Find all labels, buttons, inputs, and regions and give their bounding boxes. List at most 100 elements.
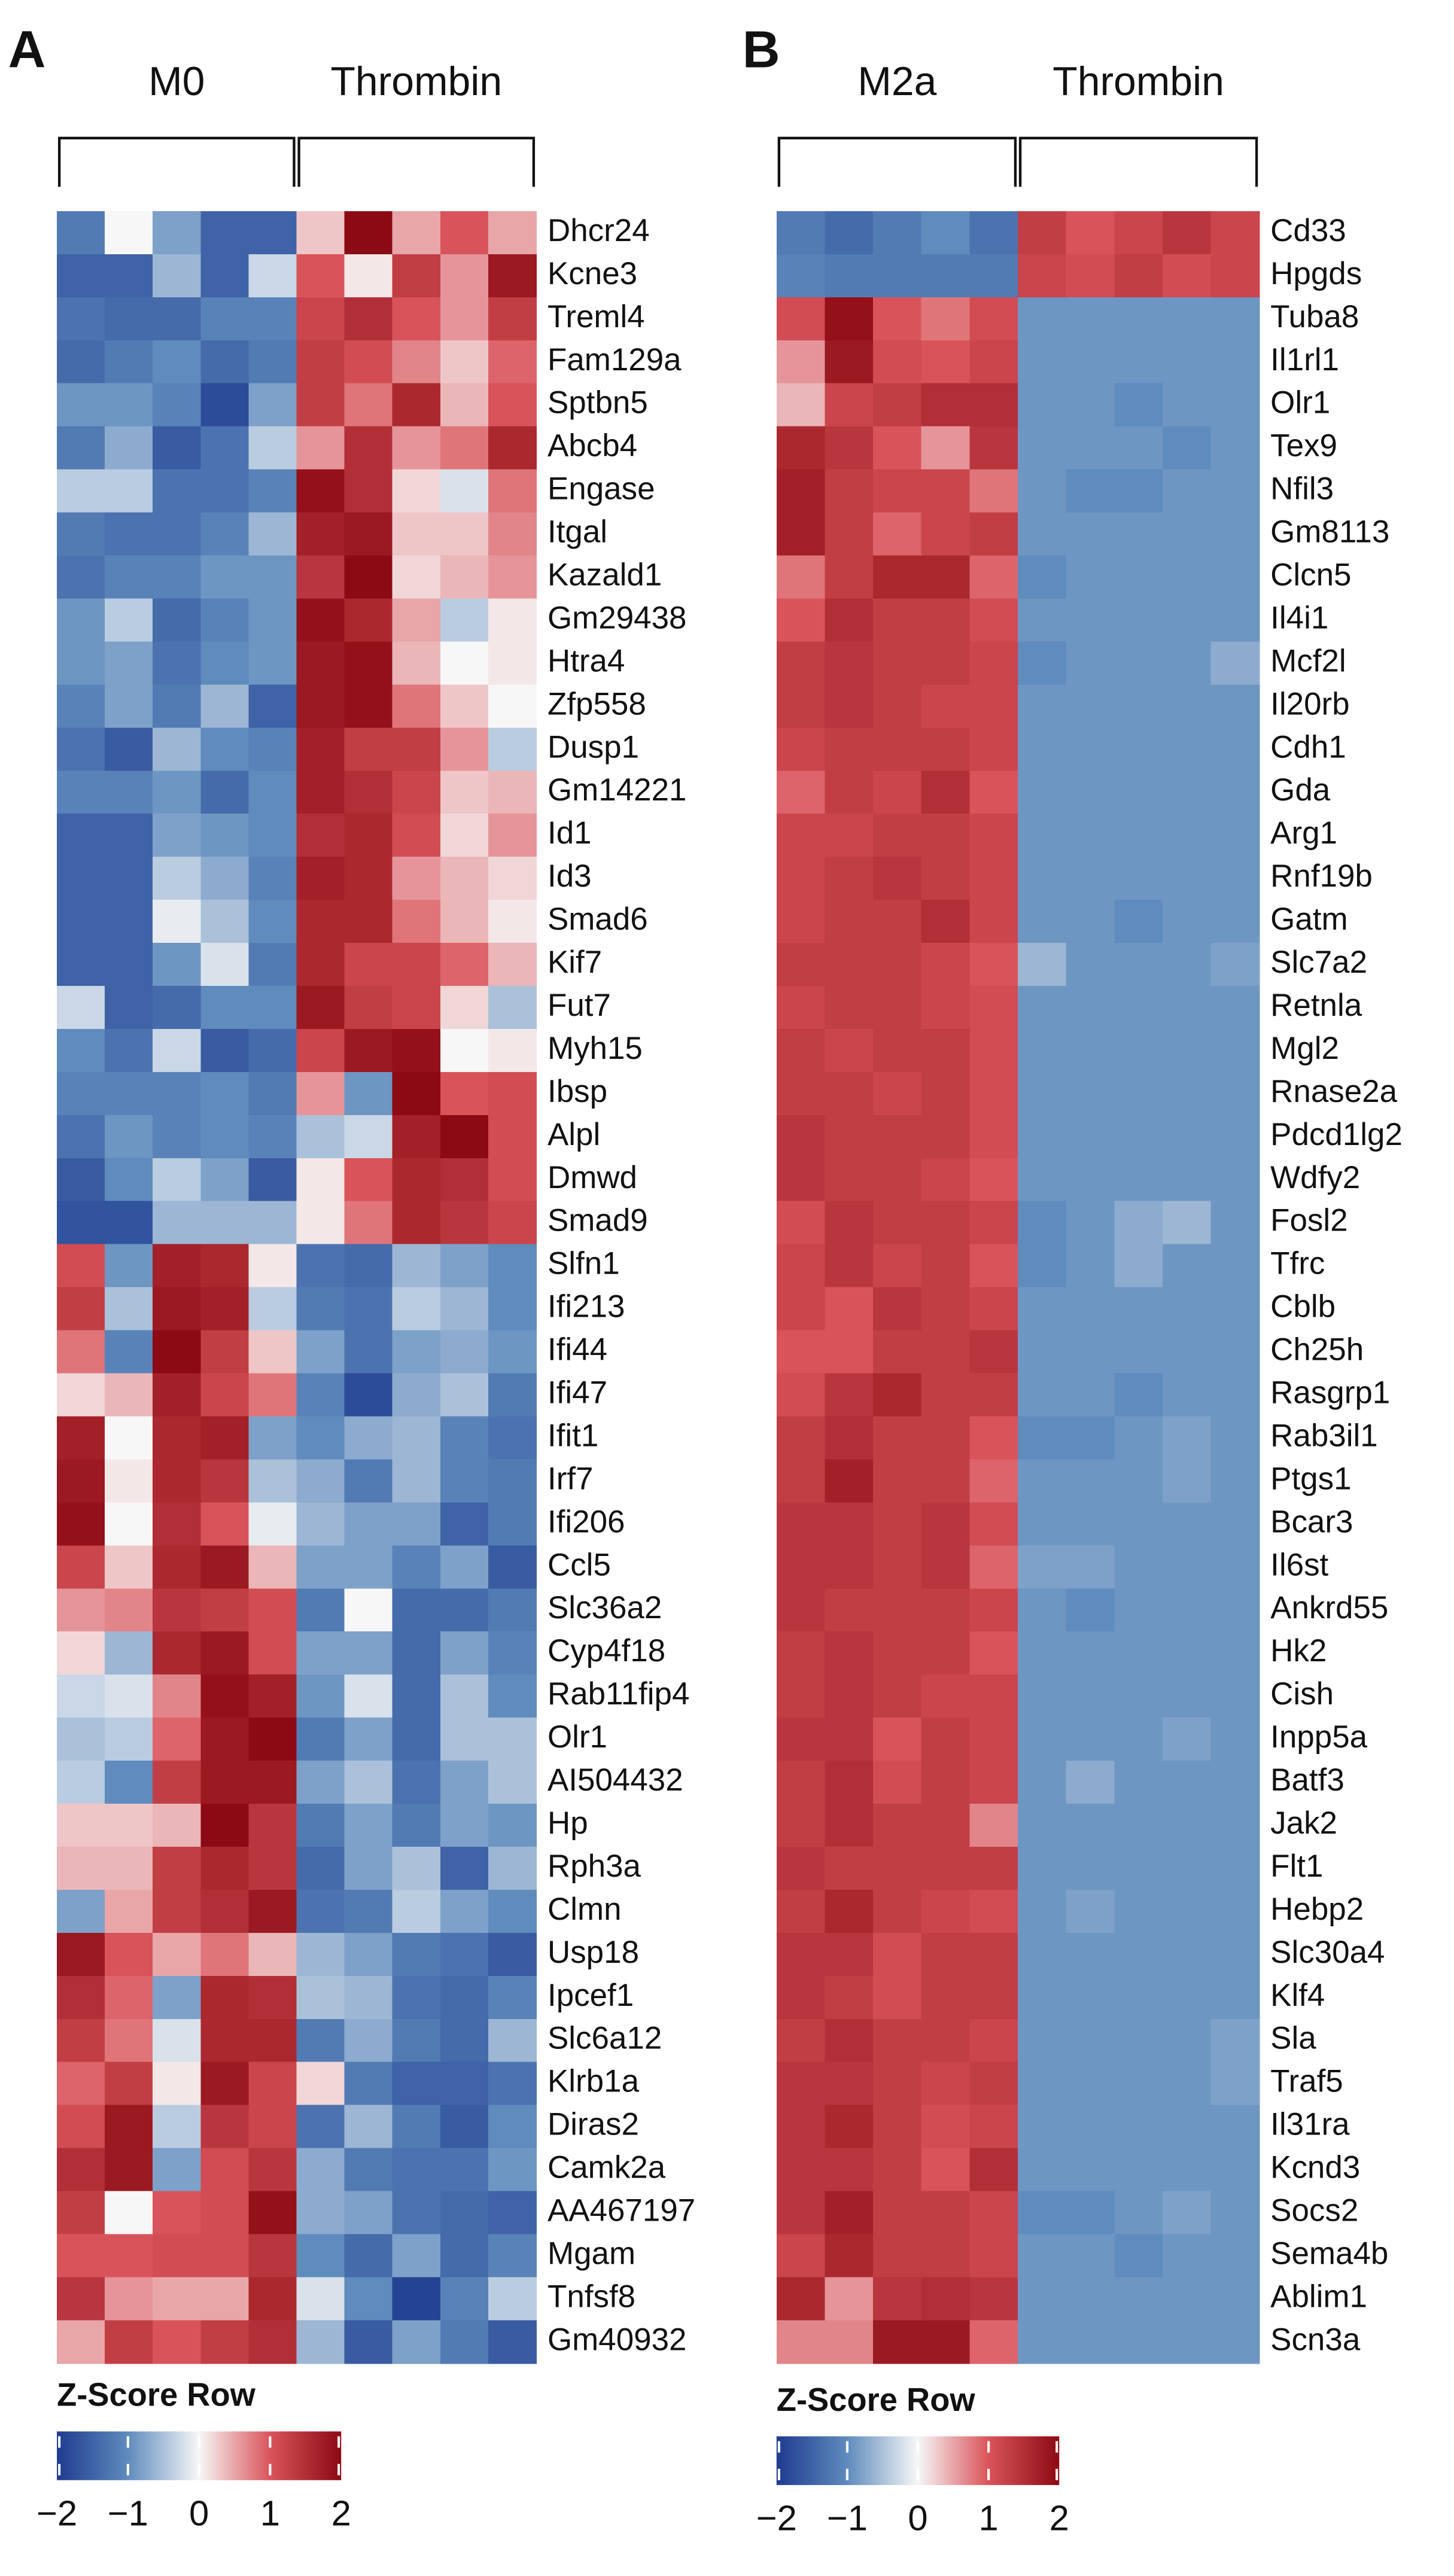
heatmap-cell — [873, 943, 922, 987]
heatmap-cell — [1114, 1201, 1163, 1245]
heatmap-cell — [1210, 1158, 1260, 1202]
heatmap-cell — [1210, 1588, 1260, 1633]
heatmap-cell — [153, 2018, 202, 2063]
heatmap-cell — [873, 383, 922, 427]
heatmap-cell — [57, 2105, 106, 2149]
heatmap-cell — [825, 1028, 874, 1073]
heatmap-cell — [57, 641, 106, 686]
heatmap-cell — [1114, 1846, 1163, 1890]
heatmap-cell — [488, 727, 537, 772]
heatmap-cell — [969, 943, 1019, 987]
heatmap-cell — [1210, 1287, 1260, 1331]
heatmap-cell — [153, 771, 202, 815]
heatmap-cell — [200, 1071, 250, 1116]
heatmap-cell — [1066, 771, 1115, 815]
row-label: Kif7 — [547, 945, 602, 980]
heatmap-cell — [153, 1287, 202, 1331]
heatmap-cell — [1017, 1846, 1067, 1890]
heatmap-cell — [825, 771, 874, 815]
heatmap-cell — [825, 857, 874, 901]
panel-title: B — [743, 21, 780, 79]
heatmap-cell — [921, 986, 971, 1030]
heatmap-cell — [296, 2320, 345, 2364]
heatmap-cell — [1066, 1502, 1115, 1546]
heatmap-cell — [776, 857, 826, 901]
heatmap-cell — [969, 340, 1019, 384]
row-label: Rnf19b — [1270, 858, 1373, 894]
heatmap-cell — [873, 2105, 922, 2149]
heatmap-cell — [873, 1373, 922, 1417]
heatmap-cell — [1114, 1631, 1163, 1676]
heatmap-cell — [1066, 469, 1115, 513]
heatmap-cell — [248, 598, 297, 643]
heatmap-cell — [200, 1502, 250, 1546]
row-label: Id1 — [547, 815, 592, 851]
heatmap-cell — [921, 1244, 971, 1288]
heatmap-cell — [440, 684, 489, 729]
heatmap-cell — [921, 2320, 971, 2364]
heatmap-cell — [1162, 1502, 1212, 1546]
heatmap-cell — [1114, 1416, 1163, 1460]
heatmap-cell — [440, 1502, 489, 1546]
heatmap-cell — [921, 2105, 971, 2149]
heatmap-cell — [440, 1071, 489, 1116]
heatmap-cell — [873, 1975, 922, 2020]
heatmap-cell — [1162, 1631, 1212, 1676]
row-label: Klrb1a — [547, 2064, 640, 2099]
heatmap-cell — [440, 1674, 489, 1719]
heatmap-cell — [825, 727, 874, 772]
heatmap-cell — [488, 1502, 537, 1546]
heatmap-cell — [1162, 1932, 1212, 1977]
heatmap-cell — [776, 814, 826, 858]
heatmap-cell — [57, 555, 106, 599]
heatmap-cell — [1162, 1545, 1212, 1590]
heatmap-cell — [1017, 1330, 1067, 1374]
heatmap-cell — [1017, 383, 1067, 427]
heatmap-cell — [1210, 211, 1260, 255]
heatmap-cell — [969, 1201, 1019, 1245]
heatmap-cell — [1162, 1459, 1212, 1503]
heatmap-cell — [105, 426, 154, 470]
heatmap-cell — [105, 254, 154, 298]
heatmap-cell — [488, 1932, 537, 1977]
heatmap-cell — [440, 1846, 489, 1890]
heatmap-cell — [873, 1889, 922, 1933]
heatmap-cell — [153, 814, 202, 858]
heatmap-cell — [248, 1545, 297, 1590]
heatmap-cell — [488, 2062, 537, 2106]
heatmap-cell — [248, 1889, 297, 1933]
heatmap-cell — [1066, 641, 1115, 686]
heatmap-cell — [440, 469, 489, 513]
heatmap-cell — [248, 211, 297, 255]
heatmap-cell — [873, 2191, 922, 2235]
heatmap-cell — [488, 1846, 537, 1890]
heatmap-cell — [488, 2277, 537, 2321]
heatmap-cell — [1017, 814, 1067, 858]
heatmap-cell — [1114, 684, 1163, 729]
heatmap-cell — [392, 1416, 441, 1460]
heatmap-cell — [344, 1287, 393, 1331]
heatmap-cell — [1210, 1545, 1260, 1590]
heatmap-cell — [57, 943, 106, 987]
heatmap-cell — [440, 2277, 489, 2321]
row-label: Gda — [1270, 772, 1331, 808]
heatmap-cell — [105, 1373, 154, 1417]
heatmap-cell — [200, 1416, 250, 1460]
heatmap-cell — [344, 1416, 393, 1460]
heatmap-cell — [1162, 1330, 1212, 1374]
row-label: Cish — [1270, 1676, 1334, 1712]
heatmap-cell — [969, 771, 1019, 815]
row-label: Engase — [547, 471, 655, 507]
heatmap-cell — [344, 1588, 393, 1633]
heatmap-cell — [1066, 1028, 1115, 1073]
heatmap-cell — [488, 1373, 537, 1417]
heatmap-cell — [440, 340, 489, 384]
row-label: Ibsp — [547, 1074, 607, 1109]
heatmap-cell — [57, 1244, 106, 1288]
heatmap-cell — [488, 943, 537, 987]
heatmap-cell — [344, 1071, 393, 1116]
heatmap-cell — [440, 383, 489, 427]
heatmap-cell — [105, 857, 154, 901]
heatmap-cell — [969, 2062, 1019, 2106]
heatmap-cell — [921, 254, 971, 298]
